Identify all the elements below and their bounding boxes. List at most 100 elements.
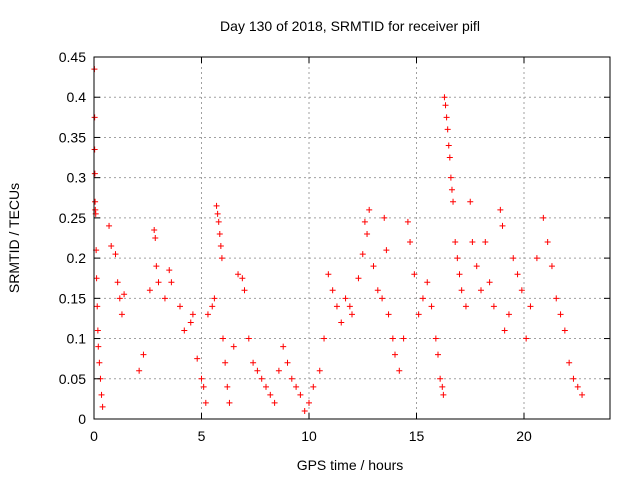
plot-frame [93, 56, 611, 420]
data-point [499, 222, 506, 229]
data-point [370, 263, 377, 270]
data-point [155, 279, 162, 286]
data-point [444, 126, 451, 133]
data-point [202, 399, 209, 406]
data-point [166, 267, 173, 274]
data-point [241, 287, 248, 294]
data-point [442, 102, 449, 109]
data-point [94, 327, 101, 334]
data-point [389, 335, 396, 342]
data-point [478, 287, 484, 294]
y-tick-label: 0.35 [59, 129, 86, 145]
data-point [316, 367, 323, 374]
data-point [215, 218, 222, 225]
data-point [379, 295, 386, 302]
data-point [161, 295, 168, 302]
data-point [106, 222, 113, 229]
data-point [214, 210, 221, 217]
data-point [383, 247, 390, 254]
data-point [151, 226, 158, 233]
data-point [428, 303, 435, 310]
data-point [99, 403, 106, 410]
data-point [501, 327, 508, 334]
data-point [544, 239, 551, 246]
data-point [275, 367, 282, 374]
data-point [458, 287, 465, 294]
data-point [497, 206, 504, 213]
data-point [540, 214, 547, 221]
data-point [574, 383, 581, 390]
data-point [473, 263, 480, 270]
data-point [570, 375, 577, 382]
x-tick-label: 15 [409, 428, 425, 444]
data-point [95, 343, 102, 350]
data-point [445, 142, 452, 149]
y-tick-label: 0.1 [67, 331, 87, 347]
data-point [94, 303, 101, 310]
data-point [267, 391, 274, 398]
data-point [181, 327, 188, 334]
grid-lines [94, 57, 610, 419]
data-point [235, 271, 242, 278]
data-point [301, 407, 308, 414]
data-point [440, 391, 447, 398]
y-axis-label: SRMTID / TECUs [6, 183, 22, 293]
data-point [189, 311, 196, 318]
data-point [400, 335, 407, 342]
data-point [419, 295, 426, 302]
data-point [346, 303, 353, 310]
data-point [209, 303, 216, 310]
data-point [198, 375, 205, 382]
data-point [96, 359, 103, 366]
data-point [533, 255, 540, 262]
data-point [333, 303, 340, 310]
data-point [510, 255, 517, 262]
data-point [211, 295, 218, 302]
data-point [467, 198, 474, 205]
data-point [121, 291, 128, 298]
data-point [200, 383, 207, 390]
data-point [518, 287, 525, 294]
data-point [118, 311, 125, 318]
data-point [392, 351, 398, 358]
x-tick-label: 20 [516, 428, 532, 444]
data-point [220, 335, 226, 342]
data-point [361, 218, 368, 225]
data-point [469, 239, 476, 246]
data-point [284, 359, 291, 366]
data-point [114, 279, 121, 286]
data-point [437, 375, 444, 382]
y-tick-labels: 0 0.05 0.1 0.15 0.2 0.25 0.3 0.35 0.4 0.45 [59, 49, 86, 427]
data-point [349, 311, 355, 318]
data-point [217, 243, 224, 250]
data-point [271, 399, 278, 406]
data-point [432, 335, 439, 342]
data-point [108, 243, 115, 250]
x-tick-label: 10 [301, 428, 317, 444]
x-axis-label: GPS time / hours [297, 457, 404, 473]
data-point [439, 383, 446, 390]
data-point [482, 239, 489, 246]
data-point [374, 287, 381, 294]
data-point [364, 230, 371, 237]
data-point [404, 218, 411, 225]
data-point [177, 303, 183, 310]
data-point [381, 214, 388, 221]
data-point [218, 255, 225, 262]
data-point [548, 263, 555, 270]
data-point [338, 319, 345, 326]
data-point [91, 170, 98, 177]
data-point [230, 343, 237, 350]
data-point [98, 391, 105, 398]
data-point [146, 287, 153, 294]
data-point [254, 367, 261, 374]
data-point [92, 198, 99, 205]
x-tick-labels: 0 5 10 15 20 [90, 428, 532, 444]
data-point [505, 311, 512, 318]
data-point [280, 343, 287, 350]
y-tick-label: 0.2 [67, 250, 87, 266]
data-point [116, 295, 123, 302]
data-point [553, 295, 560, 302]
y-tick-label: 0.45 [59, 49, 86, 65]
